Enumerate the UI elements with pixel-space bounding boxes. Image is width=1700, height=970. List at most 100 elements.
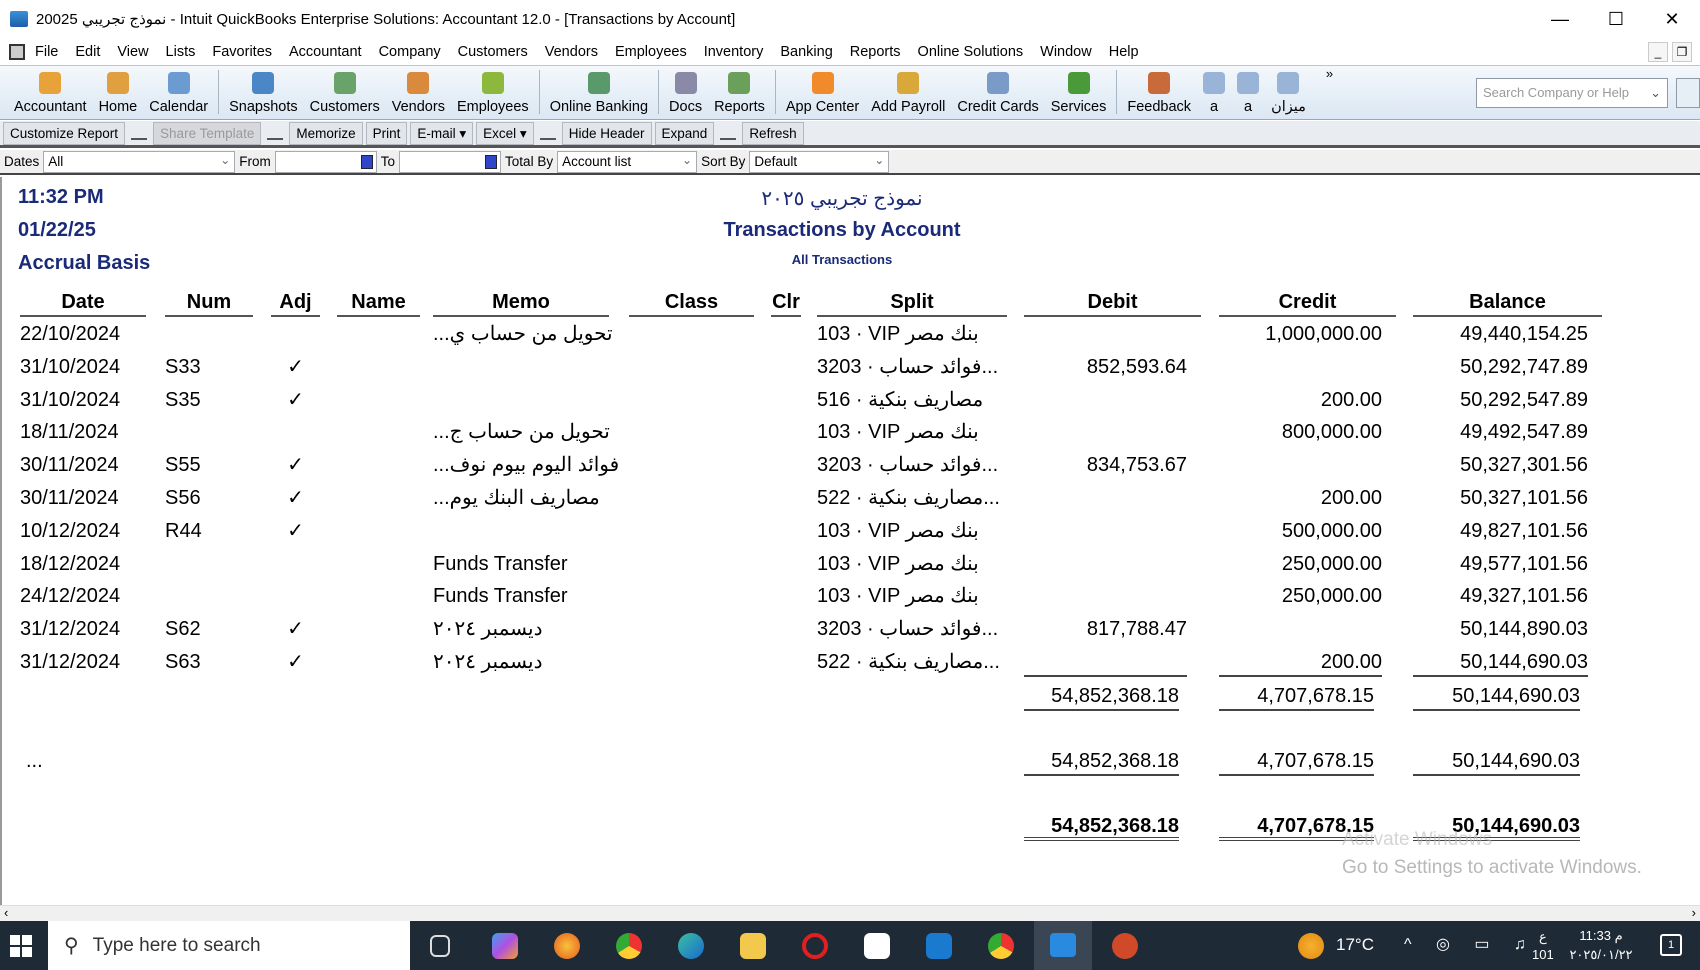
column-header-balance[interactable]: Balance	[1413, 289, 1602, 317]
taskbar-search-input[interactable]: ⚲ Type here to search	[48, 921, 410, 970]
system-tray-icons[interactable]: ^ ◎ ▭ ♫	[1404, 936, 1536, 953]
menu-edit[interactable]: Edit	[75, 44, 101, 60]
notifications-icon[interactable]: 1	[1660, 934, 1682, 956]
input-language[interactable]: ع 101	[1532, 928, 1554, 964]
toolbar-a-button[interactable]: a	[1197, 65, 1231, 119]
windows-start-icon[interactable]	[10, 935, 32, 957]
customize-report-button[interactable]: Customize Report	[3, 121, 126, 145]
search-icon[interactable]	[1676, 78, 1700, 108]
quickbooks-taskbar-button[interactable]	[1034, 921, 1092, 970]
hide-header-button[interactable]: Hide Header	[561, 121, 652, 145]
chrome-icon[interactable]	[616, 933, 642, 959]
print-button[interactable]: Print	[365, 121, 408, 145]
menu-view[interactable]: View	[117, 44, 149, 60]
ellipsis-row[interactable]: ...	[26, 750, 43, 772]
calendar-icon[interactable]	[485, 154, 498, 169]
menu-help[interactable]: Help	[1108, 44, 1139, 60]
table-row[interactable]: 31/12/2024 S62 ✓ ديسمبر ٢٠٢٤ 3203 · فوائد حس…	[2, 614, 1682, 644]
toolbar-a-button[interactable]: a	[1231, 65, 1265, 119]
table-row[interactable]: 18/11/2024 ...تحويل من حساب ج 103 · VIP بن…	[2, 417, 1682, 447]
weather-icon[interactable]	[1298, 933, 1324, 959]
column-header-credit[interactable]: Credit	[1219, 289, 1396, 317]
column-header-num[interactable]: Num	[165, 289, 253, 317]
menu-accountant[interactable]: Accountant	[289, 44, 362, 60]
menu-vendors[interactable]: Vendors	[544, 44, 598, 60]
refresh-button[interactable]: Refresh	[742, 121, 804, 145]
calendar-icon[interactable]	[360, 154, 373, 169]
column-header-split[interactable]: Split	[817, 289, 1007, 317]
menu-employees[interactable]: Employees	[614, 44, 687, 60]
document-menu-icon[interactable]	[9, 44, 25, 60]
table-row[interactable]: 10/12/2024 R44 ✓ 103 · VIP بنك مصر 500,000.0…	[2, 516, 1682, 546]
chevron-down-icon[interactable]: ⌄	[1650, 85, 1661, 100]
horizontal-scrollbar[interactable]: ‹ ›	[0, 905, 1700, 921]
table-row[interactable]: 31/10/2024 S33 ✓ 3203 · فوائد حساب... 852,59…	[2, 352, 1682, 382]
column-header-adj[interactable]: Adj	[271, 289, 320, 317]
scroll-left-icon[interactable]: ‹	[4, 905, 9, 920]
to-date-input[interactable]	[399, 150, 502, 173]
menu-inventory[interactable]: Inventory	[703, 44, 764, 60]
table-row[interactable]: 18/12/2024 Funds Transfer 103 · VIP بنك مص…	[2, 549, 1682, 579]
copilot-icon[interactable]	[492, 933, 518, 959]
expand-button[interactable]: Expand	[654, 121, 715, 145]
toolbar-calendar-button[interactable]: Calendar	[143, 65, 214, 119]
toolbar-reports-button[interactable]: Reports	[708, 65, 771, 119]
column-header-date[interactable]: Date	[20, 289, 146, 317]
file-explorer-icon[interactable]	[740, 933, 766, 959]
task-view-icon[interactable]	[430, 935, 450, 957]
scroll-right-icon[interactable]: ›	[1691, 905, 1696, 920]
toolbar-accountant-button[interactable]: Accountant	[8, 65, 93, 119]
opera-icon[interactable]	[802, 933, 828, 959]
excel-button[interactable]: Excel ▾	[476, 121, 534, 145]
weather-temp[interactable]: 17°C	[1336, 935, 1374, 954]
menu-favorites[interactable]: Favorites	[212, 44, 273, 60]
menu-reports[interactable]: Reports	[849, 44, 901, 60]
menu-file[interactable]: File	[35, 44, 59, 60]
column-header-class[interactable]: Class	[629, 289, 754, 317]
toolbar-add-payroll-button[interactable]: Add Payroll	[865, 65, 951, 119]
toolbar-employees-button[interactable]: Employees	[451, 65, 535, 119]
search-company-input[interactable]: Search Company or Help ⌄	[1476, 78, 1668, 108]
menu-company[interactable]: Company	[378, 44, 441, 60]
total-by-select[interactable]: Account list ⌄	[557, 150, 698, 173]
menu-online-solutions[interactable]: Online Solutions	[917, 44, 1024, 60]
menu-customers[interactable]: Customers	[457, 44, 528, 60]
microsoft-store-icon[interactable]	[864, 933, 890, 959]
table-row[interactable]: 31/12/2024 S63 ✓ ديسمبر ٢٠٢٤ 522 · مصاريف بن…	[2, 647, 1682, 677]
menu-lists[interactable]: Lists	[165, 44, 196, 60]
maximize-button[interactable]: ☐	[1607, 9, 1625, 29]
outlook-icon[interactable]	[926, 933, 952, 959]
toolbar-vendors-button[interactable]: Vendors	[386, 65, 451, 119]
toolbar-services-button[interactable]: Services	[1045, 65, 1113, 119]
column-header-clr[interactable]: Clr	[771, 289, 801, 317]
column-header-name[interactable]: Name	[337, 289, 420, 317]
toolbar-app-center-button[interactable]: App Center	[780, 65, 865, 119]
table-row[interactable]: 22/10/2024 ...تحويل من حساب ي 103 · VIP بن…	[2, 319, 1682, 349]
chrome-profile-icon[interactable]	[988, 933, 1014, 959]
minimize-button[interactable]: —	[1551, 9, 1569, 29]
memorize-button[interactable]: Memorize	[289, 121, 363, 145]
clock[interactable]: 11:33 م ٢٠٢٥/٠١/٢٢	[1566, 926, 1636, 964]
from-date-input[interactable]	[274, 150, 377, 173]
table-row[interactable]: 30/11/2024 S56 ✓ ...مصاريف البنك يوم 522 · م…	[2, 483, 1682, 513]
toolbar-docs-button[interactable]: Docs	[663, 65, 708, 119]
toolbar-ميزان-button[interactable]: ميزان	[1265, 65, 1312, 119]
toolbar-credit-cards-button[interactable]: Credit Cards	[951, 65, 1044, 119]
firefox-icon[interactable]	[554, 933, 580, 959]
more-toolbar-button[interactable]: »	[1325, 66, 1334, 81]
dates-select[interactable]: All ⌄	[43, 150, 236, 173]
toolbar-home-button[interactable]: Home	[93, 65, 144, 119]
toolbar-snapshots-button[interactable]: Snapshots	[223, 65, 304, 119]
mdi-restore-button[interactable]: ❐	[1672, 42, 1692, 62]
toolbar-online-banking-button[interactable]: Online Banking	[544, 65, 654, 119]
close-button[interactable]: ✕	[1664, 9, 1680, 29]
table-row[interactable]: 31/10/2024 S35 ✓ 516 · مصاريف بنكية 200.00 50…	[2, 385, 1682, 415]
toolbar-feedback-button[interactable]: Feedback	[1121, 65, 1197, 119]
table-row[interactable]: 30/11/2024 S55 ✓ ...فوائد اليوم بيوم نوف 320…	[2, 450, 1682, 480]
column-header-debit[interactable]: Debit	[1024, 289, 1201, 317]
table-row[interactable]: 24/12/2024 Funds Transfer 103 · VIP بنك مص…	[2, 581, 1682, 611]
edge-icon[interactable]	[678, 933, 704, 959]
menu-banking[interactable]: Banking	[780, 44, 833, 60]
menu-window[interactable]: Window	[1040, 44, 1092, 60]
email-button[interactable]: E-mail ▾	[410, 121, 474, 145]
